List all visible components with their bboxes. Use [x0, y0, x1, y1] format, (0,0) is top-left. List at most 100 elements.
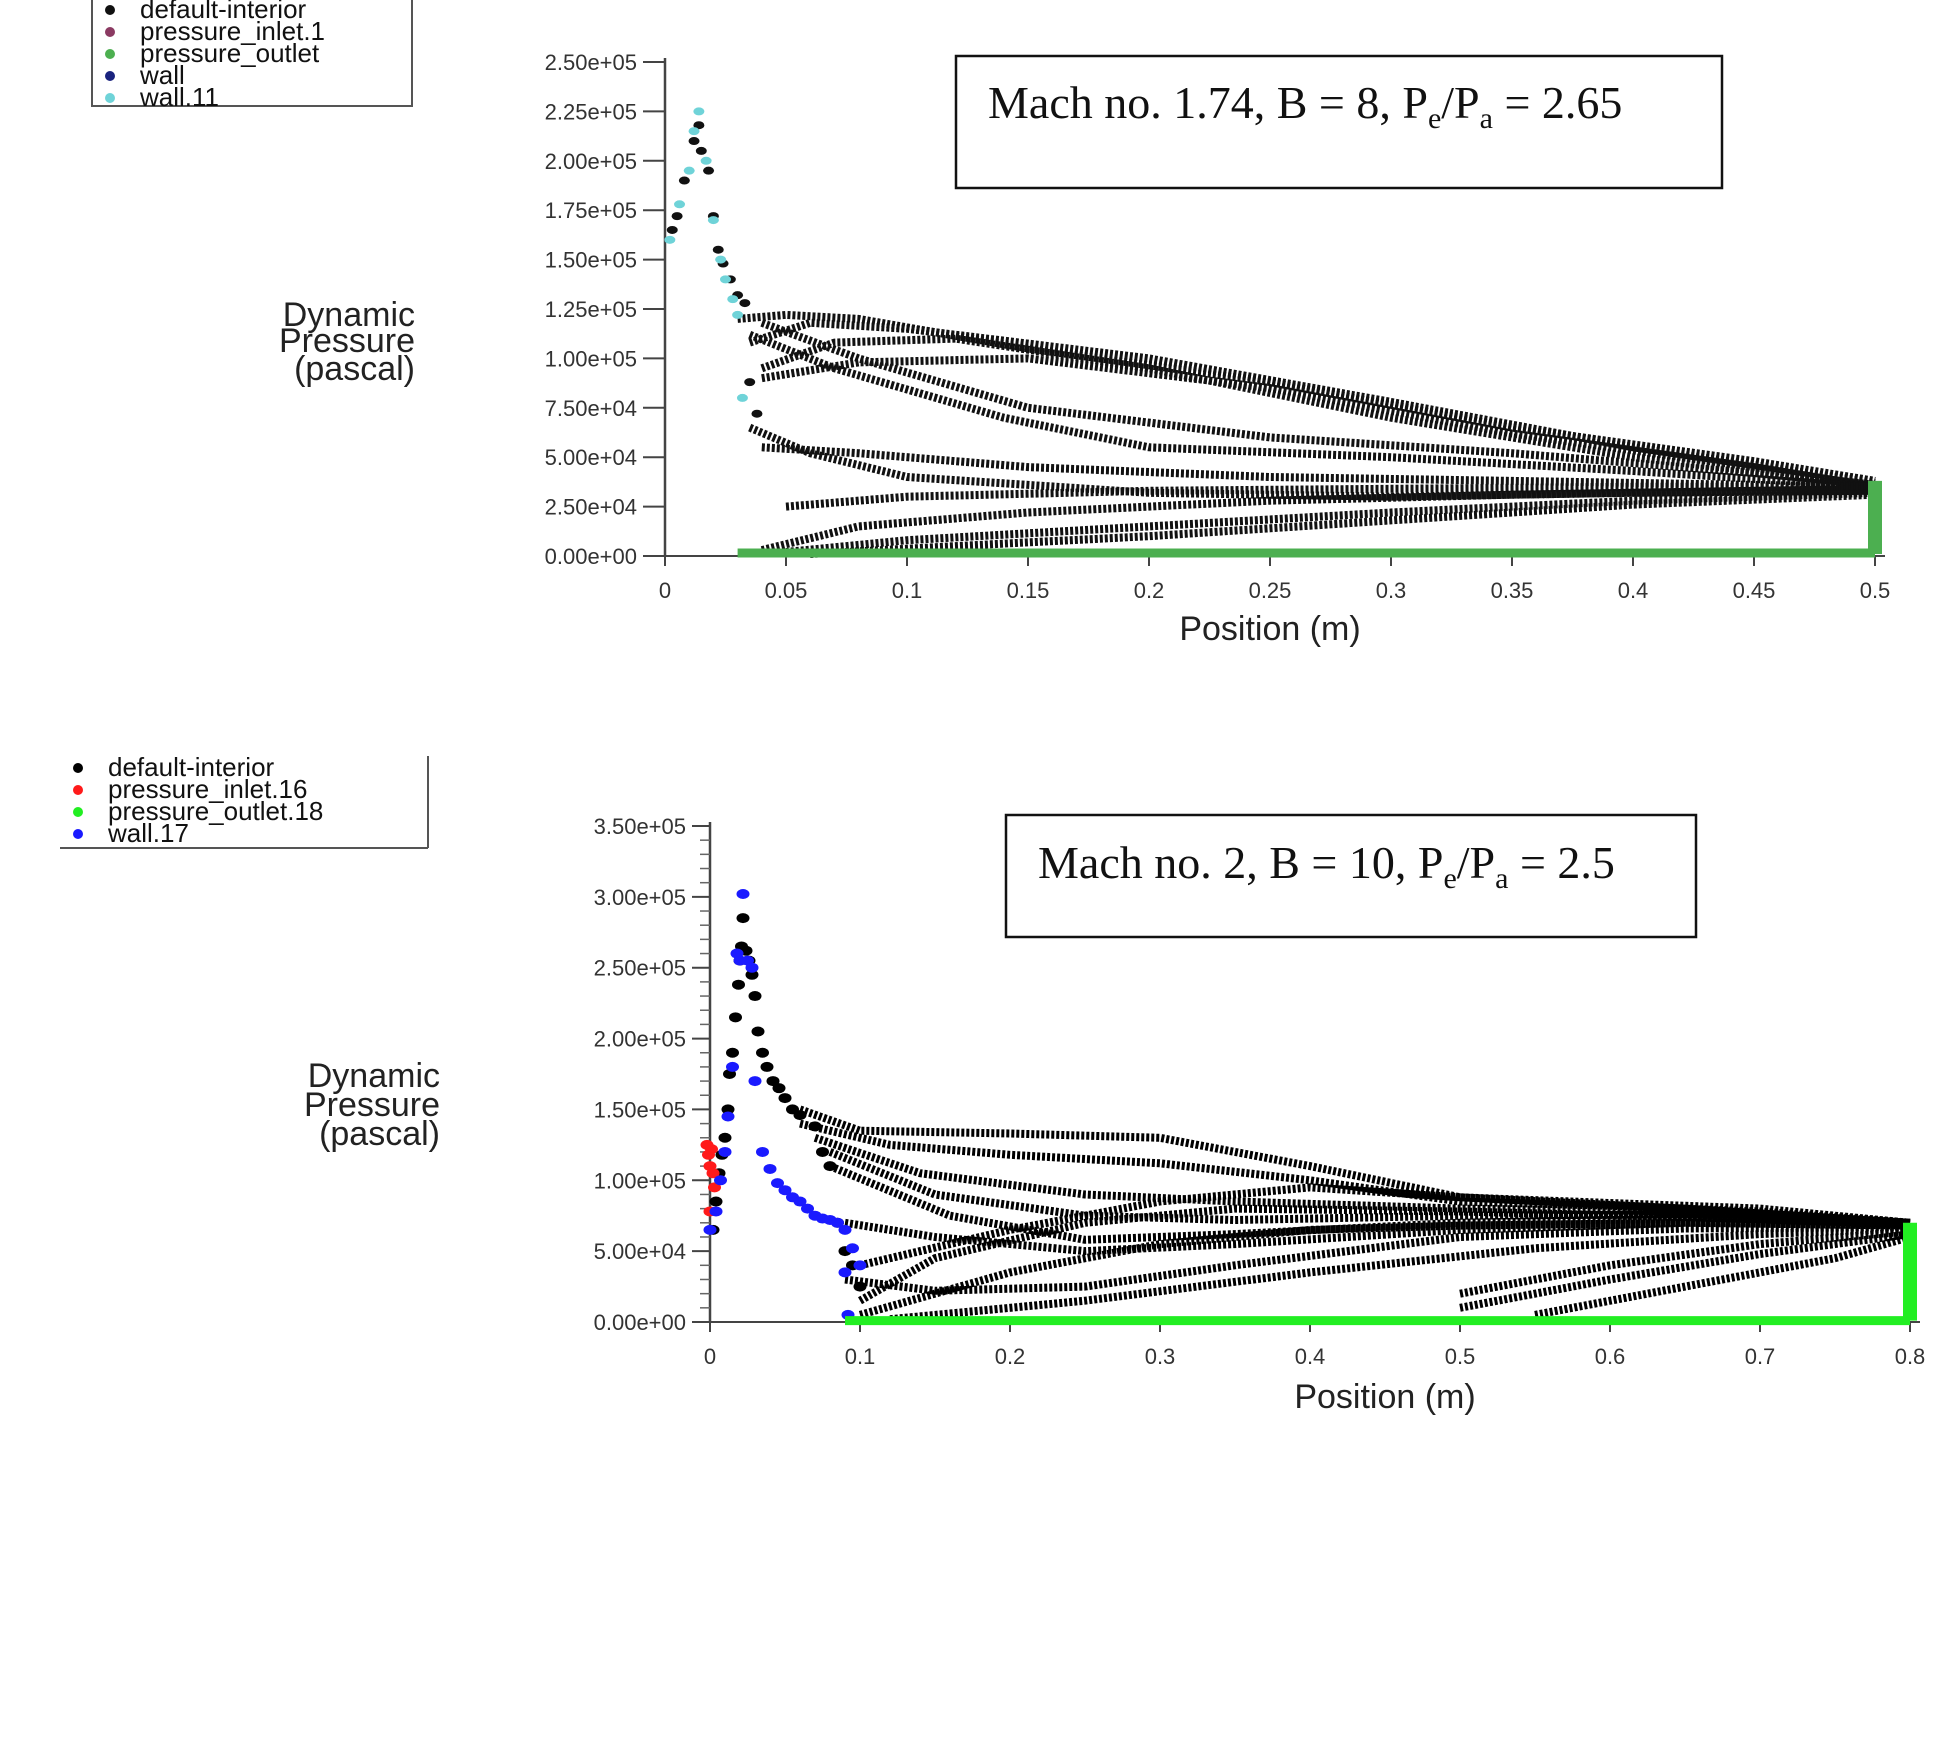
y-tick-label: 2.00e+05 — [545, 149, 637, 174]
series-wall.17 — [703, 889, 867, 1320]
series-curve — [889, 1224, 1911, 1324]
data-point — [736, 913, 750, 924]
y-tick-label: 2.00e+05 — [594, 1027, 686, 1052]
x-tick-label: 0.05 — [765, 578, 808, 603]
y-tick-label: 3.00e+05 — [594, 885, 686, 910]
series-curve — [844, 1218, 1911, 1256]
annotation-text: Mach no. 1.74, B = 8, Pe/Pa = 2.65 — [988, 77, 1622, 135]
legend-label: wall.11 — [139, 82, 219, 112]
data-point — [727, 295, 739, 304]
series-wall.11 — [664, 107, 748, 402]
data-point — [674, 200, 686, 209]
data-point — [709, 1206, 723, 1217]
data-point — [736, 393, 748, 402]
data-point — [718, 1132, 732, 1143]
data-point — [763, 1163, 777, 1174]
series-curve — [760, 484, 1876, 554]
data-point — [707, 216, 719, 225]
data-point — [718, 1146, 732, 1157]
legend-label: wall — [139, 60, 185, 90]
data-point — [771, 1178, 784, 1189]
series-curve — [858, 1218, 1911, 1319]
data-point — [756, 1047, 769, 1058]
x-tick-label: 0.2 — [1134, 578, 1165, 603]
legend-marker — [105, 5, 115, 15]
x-tick-label: 0.1 — [892, 578, 923, 603]
y-axis-title-line-3: (pascal) — [294, 350, 415, 388]
data-point — [846, 1243, 859, 1254]
series-curve — [785, 482, 1875, 511]
legend-label: pressure_inlet.16 — [108, 774, 307, 804]
plot-area — [700, 889, 1917, 1326]
y-tick-label: 1.50e+05 — [594, 1097, 686, 1122]
y-tick-label: 0.00e+00 — [545, 544, 637, 569]
data-point — [760, 1061, 774, 1072]
data-point — [816, 1146, 829, 1157]
data-point — [831, 1217, 844, 1228]
series-curve — [858, 1204, 1911, 1305]
data-point — [708, 1182, 721, 1193]
data-point — [729, 1012, 742, 1023]
y-tick-label: 2.50e+05 — [545, 50, 637, 75]
data-point — [726, 1061, 739, 1072]
x-tick-label: 0.45 — [1733, 578, 1776, 603]
data-point — [695, 146, 707, 155]
data-point — [712, 245, 724, 254]
series-curve — [760, 334, 1876, 489]
legend-box: default-interiorpressure_inlet.1pressure… — [91, 0, 413, 112]
data-point — [721, 1104, 735, 1115]
legend-label: default-interior — [108, 752, 275, 782]
legend-marker — [105, 93, 115, 103]
data-point — [664, 235, 676, 244]
data-point — [703, 166, 715, 175]
x-axis-title: Position (m) — [1179, 610, 1360, 648]
series-curve — [761, 443, 1876, 491]
x-tick-label: 0.4 — [1295, 1344, 1326, 1369]
annotation-box: Mach no. 1.74, B = 8, Pe/Pa = 2.65 — [954, 54, 1724, 190]
y-tick-label: 1.75e+05 — [545, 198, 637, 223]
data-point — [748, 1076, 762, 1087]
data-point — [671, 212, 683, 221]
data-point — [688, 127, 700, 136]
series-curve — [1459, 1230, 1911, 1312]
y-tick-label: 5.00e+04 — [545, 445, 637, 470]
y-axis-title-line-1: Dynamic — [283, 296, 415, 334]
dynamic-pressure-chart-mach-1-74: default-interiorpressure_inlet.1pressure… — [91, 0, 1890, 648]
data-point — [744, 378, 756, 387]
data-point — [778, 1093, 792, 1104]
x-tick-label: 0.3 — [1376, 578, 1407, 603]
y-tick-label: 3.50e+05 — [594, 814, 686, 839]
series-curve — [798, 1105, 1911, 1227]
data-point — [778, 1185, 792, 1196]
x-axis-title: Position (m) — [1294, 1378, 1475, 1416]
data-point — [751, 409, 763, 418]
legend-box: default-interiorpressure_inlet.16pressur… — [60, 752, 429, 849]
data-point — [745, 962, 759, 973]
series-curve — [748, 330, 1876, 491]
y-axis-title-line-3: (pascal) — [319, 1115, 440, 1153]
data-point — [853, 1260, 867, 1271]
y-tick-label: 5.00e+04 — [594, 1239, 686, 1264]
data-point — [714, 1175, 727, 1186]
data-point — [756, 1146, 769, 1157]
data-point — [732, 310, 744, 319]
data-point — [709, 1196, 723, 1207]
y-axis-title: Dynamic Pressure (pascal) — [304, 1057, 440, 1153]
dynamic-pressure-chart-mach-2: default-interiorpressure_inlet.16pressur… — [60, 752, 1925, 1416]
series-default-interior — [706, 913, 1912, 1324]
data-point — [720, 275, 731, 284]
data-point — [751, 1026, 765, 1037]
data-point — [732, 979, 745, 990]
series-curve — [813, 1134, 1911, 1227]
data-point — [801, 1203, 814, 1214]
legend-label: wall.17 — [107, 818, 189, 848]
legend-label: default-interior — [140, 0, 307, 24]
y-tick-label: 7.50e+04 — [545, 396, 637, 421]
legend-label: pressure_outlet.18 — [108, 796, 323, 826]
data-point — [693, 107, 705, 116]
x-tick-label: 0.2 — [995, 1344, 1026, 1369]
x-tick-label: 0.1 — [845, 1344, 876, 1369]
data-point — [666, 225, 678, 234]
series-curve — [844, 1223, 1911, 1295]
y-axis-title-line-1: Dynamic — [308, 1057, 440, 1095]
